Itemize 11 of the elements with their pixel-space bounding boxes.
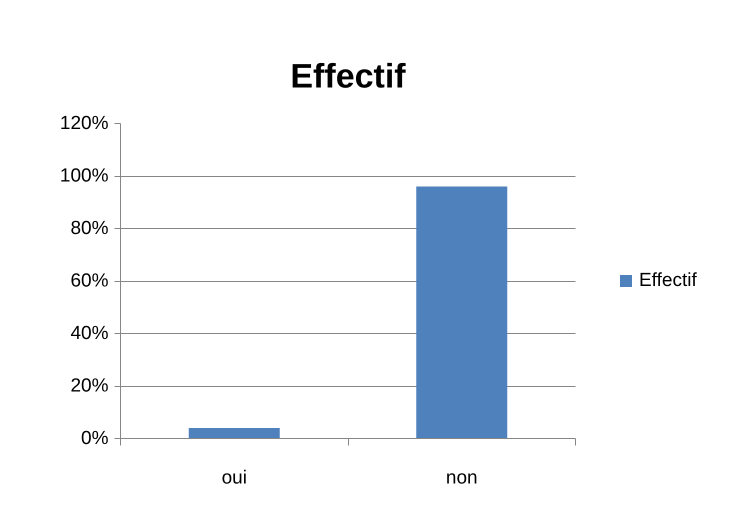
legend-label: Effectif [639, 270, 697, 292]
y-tick-label: 40% [70, 323, 109, 344]
y-tick-label: 20% [70, 376, 109, 396]
x-tick-label: non [446, 468, 478, 488]
y-tick-label: 0% [81, 428, 109, 449]
y-tick-label: 60% [70, 270, 109, 292]
chart-title: Effectif [290, 58, 406, 96]
x-tick-label: oui [222, 468, 247, 488]
y-tick-label: 100% [60, 166, 109, 186]
y-tick-label: 80% [70, 218, 109, 239]
y-tick-label: 120% [60, 113, 109, 134]
